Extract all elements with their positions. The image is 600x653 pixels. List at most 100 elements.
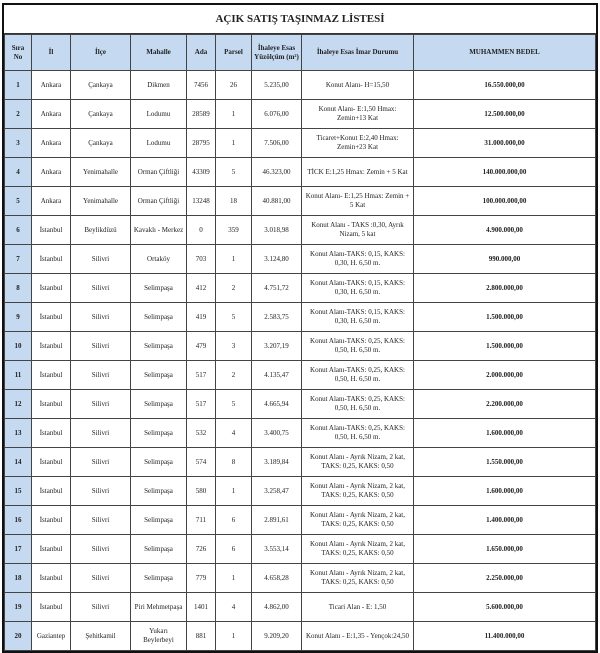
cell-parcel: 6	[215, 534, 252, 564]
cell-neighborhood: Piri Mehmetpaşa	[130, 592, 187, 622]
cell-neighborhood: Selimpaşa	[130, 331, 187, 361]
cell-province: İstanbul	[31, 215, 71, 245]
column-header-area: İhaleye Esas Yüzölçüm (m²)	[251, 34, 302, 71]
cell-neighborhood: Selimpaşa	[130, 447, 187, 477]
cell-block: 479	[186, 331, 216, 361]
cell-district: Çankaya	[70, 70, 131, 100]
cell-parcel: 26	[215, 70, 252, 100]
cell-province: Gaziantep	[31, 621, 71, 651]
cell-district: Silivri	[70, 360, 131, 390]
column-header-province: İl	[31, 34, 71, 71]
cell-estimated-value: 990.000,00	[413, 244, 596, 274]
cell-zoning-status: Konut Alanı - E:1,35 - Yençok:24,50	[301, 621, 414, 651]
table-row: 8 İstanbul Silivri Selimpaşa 412 2 4.751,72 Kon…	[4, 273, 596, 303]
cell-district: Çankaya	[70, 99, 131, 129]
cell-zoning-status: TİCK E:1,25 Hmax: Zemin + 5 Kat	[301, 157, 414, 187]
cell-area: 4.862,00	[251, 592, 302, 622]
cell-estimated-value: 2.250.000,00	[413, 563, 596, 593]
cell-neighborhood: Orman Çiftliği	[130, 186, 187, 216]
table-row: 13 İstanbul Silivri Selimpaşa 532 4 3.400,75 Ko…	[4, 418, 596, 448]
cell-area: 5.235,00	[251, 70, 302, 100]
cell-row-number: 3	[4, 128, 32, 158]
cell-neighborhood: Kavaklı - Merkez	[130, 215, 187, 245]
cell-estimated-value: 2.200.000,00	[413, 389, 596, 419]
cell-row-number: 13	[4, 418, 32, 448]
cell-province: İstanbul	[31, 331, 71, 361]
table-row: 16 İstanbul Silivri Selimpaşa 711 6 2.891,61 Ko…	[4, 505, 596, 535]
cell-parcel: 6	[215, 505, 252, 535]
cell-district: Silivri	[70, 331, 131, 361]
cell-parcel: 5	[215, 389, 252, 419]
cell-row-number: 4	[4, 157, 32, 187]
cell-neighborhood: Ortaköy	[130, 244, 187, 274]
cell-parcel: 2	[215, 360, 252, 390]
cell-neighborhood: Lodumu	[130, 99, 187, 129]
cell-area: 3.018,98	[251, 215, 302, 245]
cell-estimated-value: 2.800.000,00	[413, 273, 596, 303]
cell-zoning-status: Konut Alanı- H=15,50	[301, 70, 414, 100]
cell-parcel: 8	[215, 447, 252, 477]
cell-zoning-status: Konut Alanı - Ayrık Nizam, 2 kat, TAKS: …	[301, 505, 414, 535]
cell-row-number: 12	[4, 389, 32, 419]
cell-block: 881	[186, 621, 216, 651]
cell-neighborhood: Selimpaşa	[130, 505, 187, 535]
cell-district: Silivri	[70, 302, 131, 332]
cell-neighborhood: Selimpaşa	[130, 360, 187, 390]
cell-zoning-status: Konut Alanı-TAKS: 0,25, KAKS: 0,50, H. 6…	[301, 389, 414, 419]
cell-parcel: 3	[215, 331, 252, 361]
cell-zoning-status: Konut Alanı-TAKS: 0,15, KAKS: 0,30, H. 6…	[301, 273, 414, 303]
cell-district: Silivri	[70, 505, 131, 535]
cell-district: Silivri	[70, 418, 131, 448]
cell-area: 3.553,14	[251, 534, 302, 564]
cell-estimated-value: 100.000.000,00	[413, 186, 596, 216]
cell-parcel: 4	[215, 592, 252, 622]
cell-block: 703	[186, 244, 216, 274]
document-title: AÇIK SATIŞ TAŞINMAZ LİSTESİ	[4, 5, 596, 34]
cell-neighborhood: Selimpaşa	[130, 563, 187, 593]
cell-parcel: 5	[215, 302, 252, 332]
cell-block: 0	[186, 215, 216, 245]
cell-row-number: 2	[4, 99, 32, 129]
table-row: 2 Ankara Çankaya Lodumu 28589 1 6.076,00 Konut …	[4, 99, 596, 129]
cell-area: 6.076,00	[251, 99, 302, 129]
cell-area: 3.258,47	[251, 476, 302, 506]
cell-province: İstanbul	[31, 389, 71, 419]
cell-zoning-status: Konut Alanı-TAKS: 0,25, KAKS: 0,50, H. 6…	[301, 331, 414, 361]
cell-block: 726	[186, 534, 216, 564]
cell-district: Yenimahalle	[70, 157, 131, 187]
cell-row-number: 7	[4, 244, 32, 274]
cell-zoning-status: Konut Alanı - Ayrık Nizam, 2 kat, TAKS: …	[301, 476, 414, 506]
cell-district: Silivri	[70, 244, 131, 274]
cell-estimated-value: 140.000.000,00	[413, 157, 596, 187]
cell-district: Silivri	[70, 592, 131, 622]
table-row: 9 İstanbul Silivri Selimpaşa 419 5 2.583,75 Kon…	[4, 302, 596, 332]
cell-province: Ankara	[31, 186, 71, 216]
cell-block: 412	[186, 273, 216, 303]
cell-province: İstanbul	[31, 447, 71, 477]
cell-area: 2.891,61	[251, 505, 302, 535]
cell-zoning-status: Ticaret+Konut E:2,40 Hmax: Zemin+23 Kat	[301, 128, 414, 158]
cell-neighborhood: Lodumu	[130, 128, 187, 158]
cell-parcel: 1	[215, 244, 252, 274]
cell-area: 4.658,28	[251, 563, 302, 593]
cell-estimated-value: 5.600.000,00	[413, 592, 596, 622]
cell-parcel: 18	[215, 186, 252, 216]
table-row: 3 Ankara Çankaya Lodumu 28795 1 7.506,00 Ticare…	[4, 128, 596, 158]
cell-block: 574	[186, 447, 216, 477]
cell-area: 2.583,75	[251, 302, 302, 332]
cell-zoning-status: Konut Alanı- E:1,50 Hmax: Zemin+13 Kat	[301, 99, 414, 129]
cell-parcel: 5	[215, 157, 252, 187]
cell-area: 3.124,80	[251, 244, 302, 274]
cell-district: Şehitkamil	[70, 621, 131, 651]
cell-parcel: 1	[215, 99, 252, 129]
table-row: 12 İstanbul Silivri Selimpaşa 517 5 4.665,94 Ko…	[4, 389, 596, 419]
cell-province: Ankara	[31, 70, 71, 100]
table-row: 6 İstanbul Beylikdüzü Kavaklı - Merkez 0 359 3…	[4, 215, 596, 245]
cell-district: Silivri	[70, 273, 131, 303]
cell-area: 46.323,00	[251, 157, 302, 187]
cell-zoning-status: Ticari Alan - E: 1,50	[301, 592, 414, 622]
cell-row-number: 20	[4, 621, 32, 651]
cell-estimated-value: 31.000.000,00	[413, 128, 596, 158]
cell-neighborhood: Yukarı Beylerbeyi	[130, 621, 187, 651]
cell-neighborhood: Selimpaşa	[130, 534, 187, 564]
